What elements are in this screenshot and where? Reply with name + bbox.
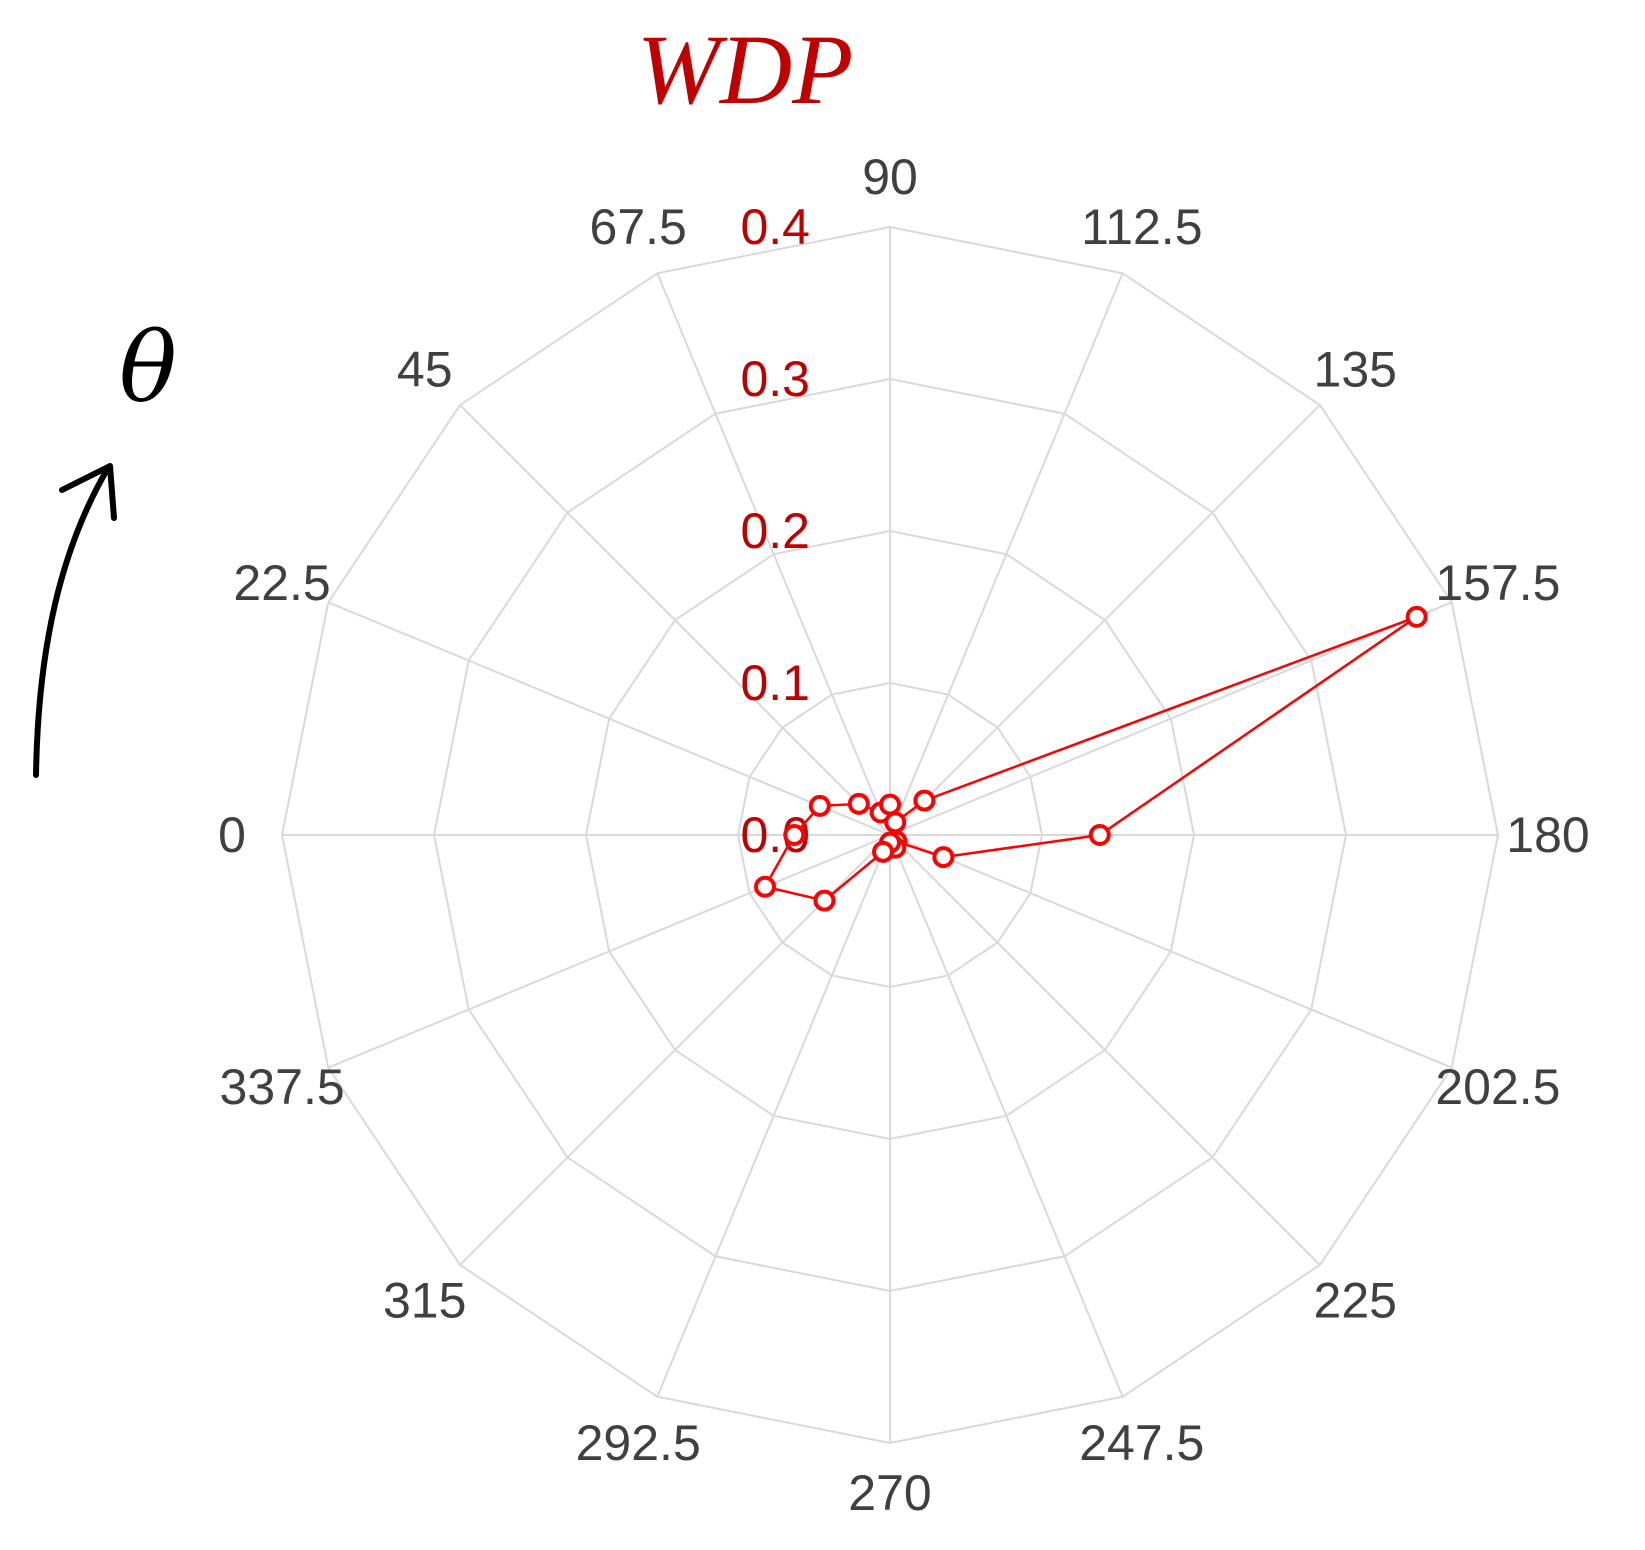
- grid-spoke: [327, 601, 891, 836]
- data-point: [879, 793, 901, 816]
- angle-tick-label: 270: [848, 1465, 931, 1521]
- polar-grid: [280, 225, 1500, 1445]
- angle-tick-labels: 0 22.5 45 67.5 90 112.5 135 157.5 180 202.5 225 247…: [218, 149, 1590, 1521]
- grid-spoke: [459, 404, 891, 836]
- angle-tick-label: 247.5: [1079, 1415, 1204, 1471]
- theta-symbol: θ: [119, 312, 177, 424]
- angle-tick-label: 225: [1314, 1272, 1397, 1328]
- radial-tick-label: 0.4: [740, 199, 810, 255]
- angle-tick-label: 157.5: [1435, 555, 1560, 611]
- data-point: [884, 811, 907, 834]
- data-point: [783, 824, 806, 846]
- data-point: [754, 875, 777, 898]
- angle-tick-label: 90: [862, 149, 918, 205]
- series-wdp: [754, 605, 1428, 912]
- angle-tick-label: 337.5: [220, 1059, 345, 1115]
- grid-spoke: [889, 834, 1321, 1266]
- angle-tick-label: 315: [383, 1272, 466, 1328]
- rotation-direction-arrow-icon: [33, 463, 117, 778]
- grid-spoke: [889, 834, 1453, 1069]
- grid-spoke: [889, 404, 1321, 836]
- grid-spoke: [889, 834, 1124, 1398]
- data-point: [1088, 824, 1111, 846]
- grid-spoke: [327, 834, 891, 1069]
- data-point: [847, 792, 870, 815]
- radial-tick-label: 0.1: [740, 655, 810, 711]
- angle-tick-label: 135: [1314, 342, 1397, 398]
- data-point: [813, 889, 836, 912]
- radial-tick-labels: 0.00.10.20.30.4: [740, 199, 810, 863]
- chart-title: WDP: [637, 14, 854, 125]
- angle-tick-label: 180: [1506, 807, 1589, 863]
- grid-spoke: [656, 834, 891, 1398]
- grid-spoke: [889, 272, 1124, 836]
- data-point: [808, 794, 831, 817]
- angle-tick-label: 45: [397, 342, 453, 398]
- angle-tick-label: 67.5: [590, 199, 687, 255]
- angle-tick-label: 292.5: [576, 1415, 701, 1471]
- data-point: [872, 840, 895, 863]
- grid-spoke: [889, 601, 1453, 836]
- angle-tick-label: 112.5: [1081, 199, 1202, 255]
- angle-tick-label: 202.5: [1435, 1059, 1560, 1115]
- data-point: [932, 846, 955, 869]
- angle-tick-label: 0: [218, 807, 246, 863]
- grid-spoke: [656, 272, 891, 836]
- data-point: [1405, 605, 1428, 628]
- radial-tick-label: 0.2: [740, 503, 810, 559]
- data-point: [913, 789, 936, 812]
- series-line: [763, 615, 1418, 902]
- radial-tick-label: 0.3: [740, 351, 810, 407]
- angle-tick-label: 22.5: [233, 555, 330, 611]
